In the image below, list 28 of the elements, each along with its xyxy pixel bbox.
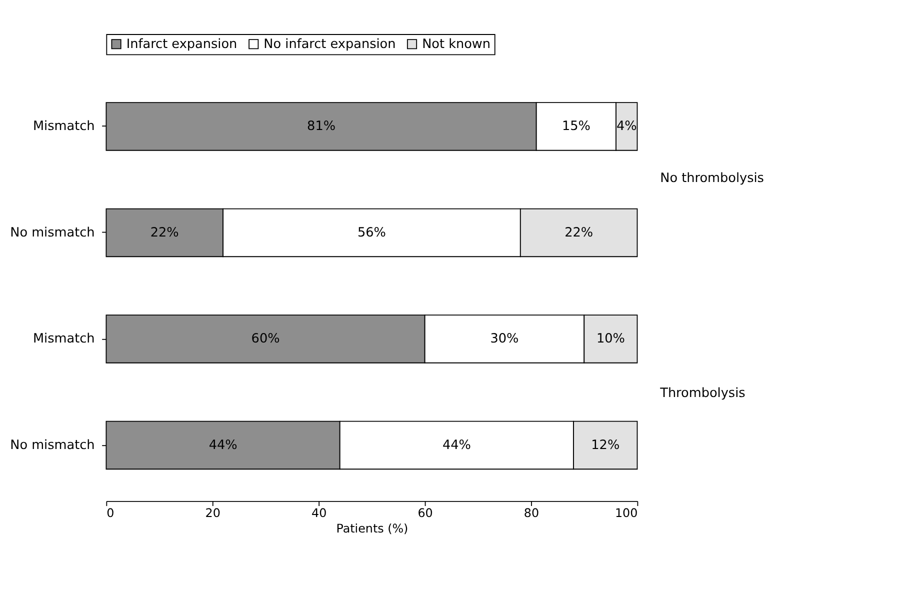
y-tick-label: No mismatch bbox=[10, 225, 95, 240]
x-tick-label: 0 bbox=[106, 506, 114, 520]
x-tick-label: 100 bbox=[614, 506, 638, 520]
data-label: 22% bbox=[564, 225, 594, 240]
data-label: 15% bbox=[562, 119, 590, 134]
x-axis-title: Patients (%) bbox=[336, 522, 408, 536]
y-tick-label: No mismatch bbox=[10, 438, 95, 453]
legend-label: Not known bbox=[422, 36, 491, 52]
x-tick-label: 60 bbox=[418, 506, 433, 520]
text: Thrombolysis bbox=[659, 386, 746, 402]
x-tick-label: 80 bbox=[524, 506, 540, 520]
text: No thrombolysis bbox=[660, 170, 764, 186]
data-label: 30% bbox=[490, 332, 519, 347]
data-label: 10% bbox=[596, 332, 625, 347]
data-label: 44% bbox=[208, 438, 238, 453]
y-tick-label: Mismatch bbox=[33, 332, 95, 347]
y-tick-label: Mismatch bbox=[33, 119, 95, 134]
data-label: 60% bbox=[251, 332, 280, 347]
data-label: 81% bbox=[307, 119, 336, 134]
data-label: 22% bbox=[150, 225, 179, 240]
legend-label: Infarct expansion bbox=[126, 36, 238, 52]
data-label: 44% bbox=[442, 438, 471, 453]
x-tick-label: 20 bbox=[205, 506, 220, 520]
data-label: 12% bbox=[591, 438, 620, 453]
legend-label: No infarct expansion bbox=[264, 36, 396, 52]
data-label: 56% bbox=[358, 225, 386, 240]
x-tick-label: 40 bbox=[312, 506, 327, 520]
data-label: 4% bbox=[616, 119, 637, 134]
